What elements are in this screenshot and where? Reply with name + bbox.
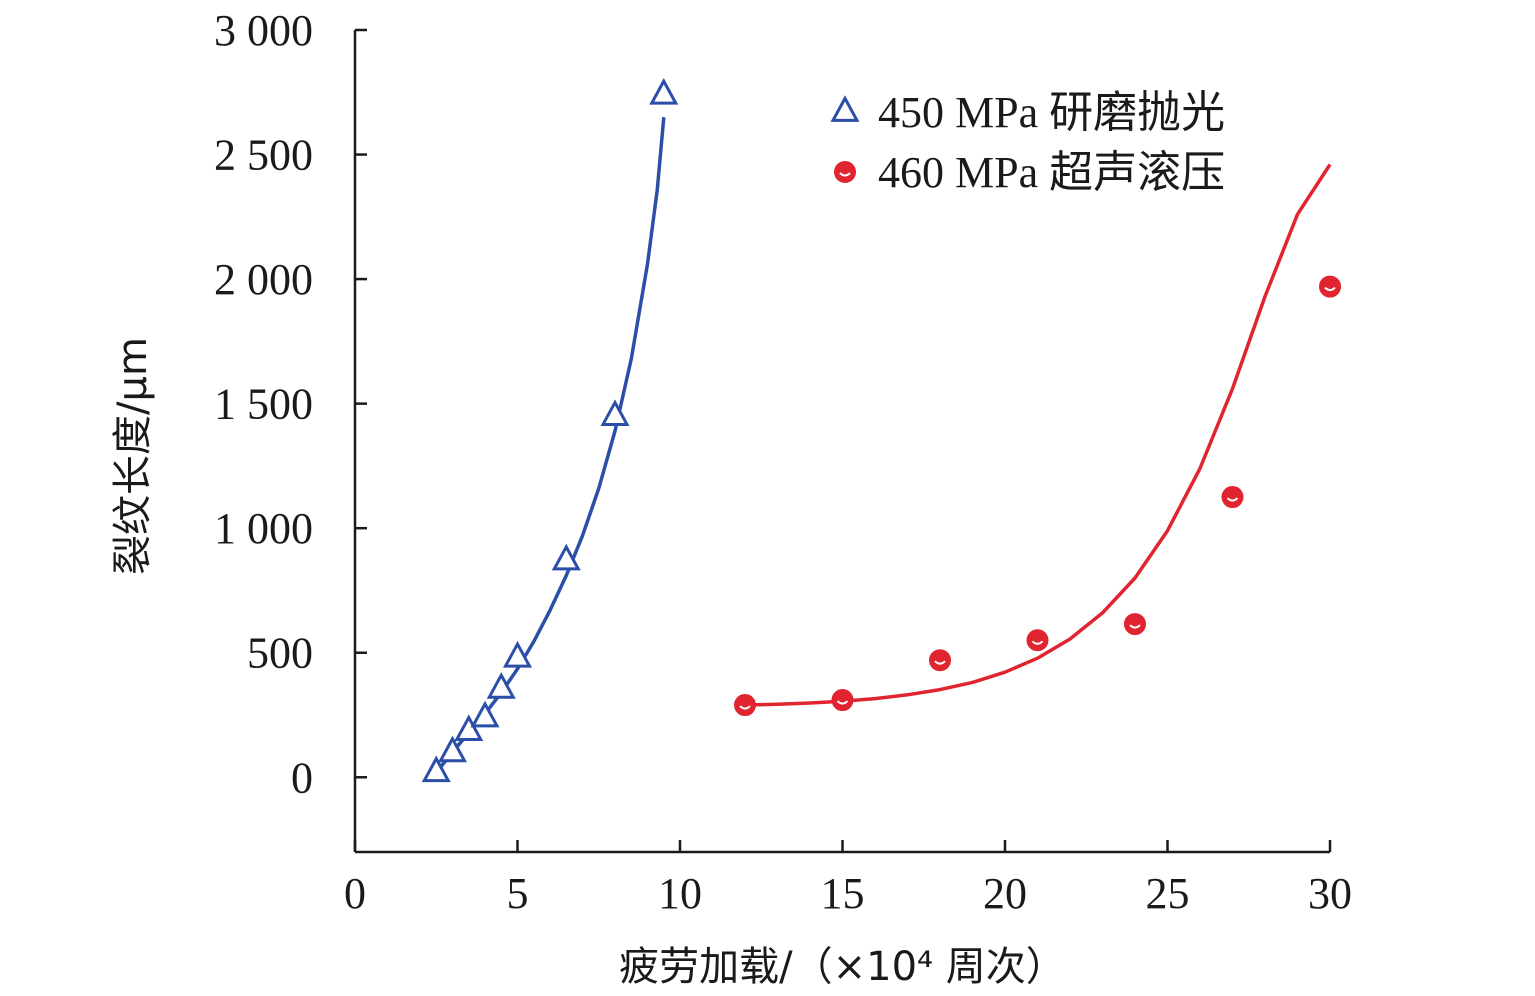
legend-marker-series-1: [834, 161, 856, 183]
data-point-series-1-highlight: [1129, 624, 1141, 629]
data-point-series-1-highlight: [934, 660, 946, 665]
data-point-series-0: [486, 672, 516, 699]
data-point-series-1: [1221, 486, 1244, 509]
y-tick-label: 0: [291, 753, 313, 802]
legend-label-series-1: 460 MPa 超声滚压: [878, 148, 1225, 197]
y-tick-label: 1 000: [214, 504, 313, 553]
data-point-series-0: [454, 714, 484, 742]
x-tick-label: 10: [658, 869, 702, 918]
x-ticks: 0 5 10 15 20 25 30: [344, 840, 1352, 918]
fit-curves: [434, 117, 1332, 774]
y-axis-title: 裂纹长度/μm: [110, 337, 156, 575]
data-point-series-0: [470, 700, 500, 728]
x-tick-label: 25: [1146, 869, 1190, 918]
data-point-series-1-highlight: [739, 705, 751, 710]
fit-curve-series-1: [744, 163, 1332, 707]
fit-curve-series-0: [434, 117, 666, 774]
legend-marker-series-0: [830, 95, 860, 122]
data-point-series-1: [1319, 275, 1341, 298]
data-point-series-1-highlight: [1031, 640, 1044, 645]
data-point-series-1: [831, 689, 854, 712]
data-point-series-0: [437, 735, 468, 763]
legend: 450 MPa 研磨抛光 460 MPa 超声滚压: [830, 88, 1225, 197]
data-point-series-1: [734, 694, 756, 717]
data-point-series-0: [502, 640, 533, 668]
data-point-series-0: [649, 77, 679, 105]
data-point-series-1: [1124, 613, 1146, 636]
x-tick-label: 5: [507, 869, 529, 918]
y-tick-label: 2 000: [214, 255, 313, 304]
data-point-series-1-highlight: [836, 700, 849, 705]
y-tick-label: 3 000: [214, 6, 313, 55]
data-point-series-0: [421, 755, 451, 783]
y-tick-label: 500: [247, 629, 313, 678]
y-ticks: 0 500 1 000 1 500 2 000 2 500 3 000: [214, 6, 367, 802]
data-point-series-0: [551, 543, 581, 571]
legend-label-series-0: 450 MPa 研磨抛光: [878, 88, 1225, 137]
x-tick-label: 20: [983, 869, 1027, 918]
y-tick-label: 2 500: [214, 131, 313, 180]
data-point-series-1: [1026, 629, 1049, 652]
data-points: [421, 77, 1341, 783]
x-tick-label: 15: [821, 869, 865, 918]
data-point-series-1: [929, 649, 951, 672]
x-tick-label: 0: [344, 869, 366, 918]
legend-marker-series-1-highlight: [839, 172, 851, 177]
x-axis-title: 疲劳加载/（×10⁴ 周次）: [619, 944, 1066, 990]
data-point-series-0: [600, 399, 630, 426]
y-tick-label: 1 500: [214, 380, 313, 429]
x-tick-label: 30: [1308, 869, 1352, 918]
data-point-series-1-highlight: [1226, 497, 1239, 502]
data-point-series-1-highlight: [1324, 286, 1336, 292]
